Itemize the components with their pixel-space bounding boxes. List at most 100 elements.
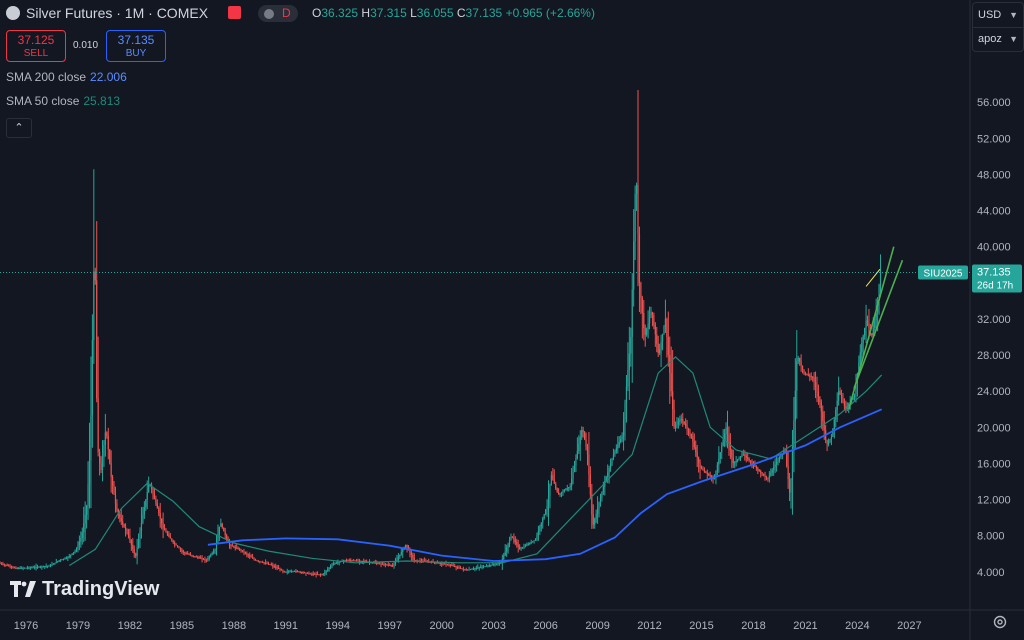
sell-button[interactable]: 37.125 SELL <box>6 30 66 62</box>
candle-body <box>9 565 11 567</box>
scale-select[interactable]: apoz <box>978 33 1002 45</box>
x-tick-label: 2015 <box>689 620 713 632</box>
candle-body <box>731 449 733 458</box>
candle-body <box>659 349 661 354</box>
indicator-sma50[interactable]: SMA 50 close 25.813 <box>6 94 120 108</box>
candle-body <box>670 373 672 392</box>
buy-label: BUY <box>125 48 147 59</box>
candle-body <box>790 479 792 493</box>
candle-body <box>830 436 833 440</box>
candle-body <box>211 552 213 555</box>
candle-body <box>456 566 459 568</box>
y-tick-label: 8.000 <box>977 531 1005 543</box>
candle-body <box>695 446 697 453</box>
y-tick-label: 4.000 <box>977 567 1005 579</box>
candle-body <box>65 557 67 559</box>
candle-body <box>266 563 268 565</box>
candle-body <box>360 560 362 562</box>
candle-body <box>562 491 564 493</box>
candle-body <box>54 562 56 564</box>
candle-body <box>702 469 704 471</box>
candle-body <box>829 439 831 442</box>
contract-label: SIU2025 <box>924 269 963 280</box>
data-feed-pill[interactable]: D <box>258 5 298 22</box>
candle-body <box>514 539 516 543</box>
candle-body <box>379 563 381 565</box>
candle-body <box>582 430 584 432</box>
candle-body <box>237 548 239 550</box>
candle-body <box>340 561 342 563</box>
candle-body <box>472 568 475 570</box>
candle-body <box>638 233 641 283</box>
candle-body <box>373 562 375 564</box>
candle-body <box>148 484 150 493</box>
indicator-sma200[interactable]: SMA 200 close 22.006 <box>6 70 127 84</box>
candle-body <box>573 465 576 473</box>
candle-body <box>660 341 662 350</box>
candle-body <box>220 523 222 527</box>
candle-body <box>264 562 267 564</box>
candle-body <box>494 564 496 566</box>
candle-body <box>764 475 766 477</box>
candle-body <box>202 558 205 560</box>
y-tick-label: 44.000 <box>977 206 1011 218</box>
candle-body <box>487 565 489 567</box>
candle-body <box>61 559 63 561</box>
candle-body <box>44 566 46 568</box>
candle-body <box>433 562 436 564</box>
candle-body <box>477 567 479 569</box>
candle-body <box>653 315 655 325</box>
candle-body <box>633 241 635 290</box>
candle-body <box>591 494 593 515</box>
symbol-title[interactable]: Silver Futures · 1M · COMEX <box>26 5 209 21</box>
candle-body <box>198 557 200 559</box>
currency-select[interactable]: USD <box>978 9 1002 21</box>
candle-body <box>327 569 329 571</box>
candle-body <box>48 565 50 567</box>
collapse-indicators-button[interactable]: ⌃ <box>6 118 32 138</box>
candle-body <box>461 568 463 570</box>
y-tick-label: 12.000 <box>977 495 1011 507</box>
gear-icon[interactable] <box>992 614 1008 630</box>
candle-body <box>737 459 739 461</box>
flag-icon[interactable] <box>228 6 241 19</box>
candle-body <box>197 556 199 558</box>
chart-header: Silver Futures · 1M · COMEX D O36.325 H3… <box>0 0 970 26</box>
candle-body <box>705 471 707 473</box>
candle-body <box>124 527 127 531</box>
candle-body <box>755 466 757 468</box>
buy-button[interactable]: 37.135 BUY <box>106 30 166 62</box>
candle-body <box>270 564 272 566</box>
candle-body <box>780 455 782 458</box>
candle-body <box>355 560 358 562</box>
candle-body <box>380 563 382 565</box>
candle-body <box>312 573 314 575</box>
candle-body <box>767 477 769 479</box>
candle-body <box>185 553 187 555</box>
candle-body <box>787 465 789 480</box>
trend-channel-line <box>853 259 904 389</box>
indicator-value: 25.813 <box>83 94 121 108</box>
candle-body <box>64 558 66 560</box>
candle-body <box>315 573 317 575</box>
candle-body <box>3 564 5 566</box>
candle-body <box>575 458 577 466</box>
candle-body <box>374 562 376 564</box>
candle-body <box>357 560 359 562</box>
candle-body <box>452 565 454 567</box>
sell-label: SELL <box>23 48 49 59</box>
candle-body <box>350 560 352 562</box>
candle-body <box>228 542 231 546</box>
candle-body <box>18 568 20 570</box>
candle-body <box>449 564 451 566</box>
candle-body <box>537 530 540 536</box>
candle-body <box>292 571 294 573</box>
candle-body <box>347 560 349 562</box>
candle-body <box>87 484 89 506</box>
candle-body <box>289 571 291 573</box>
candle-body <box>484 566 486 568</box>
candle-body <box>458 567 460 569</box>
candle-body <box>204 559 206 561</box>
candle-body <box>143 507 145 515</box>
